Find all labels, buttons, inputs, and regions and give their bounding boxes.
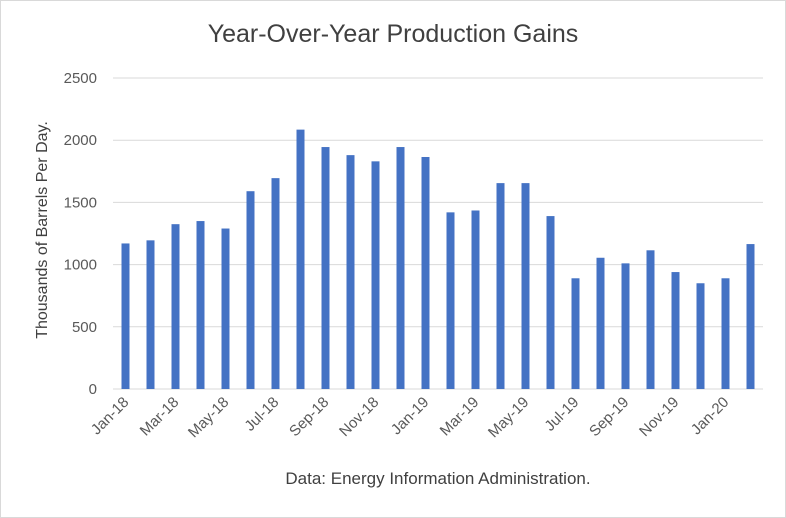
x-tick-label: Nov-19 xyxy=(636,394,682,440)
bar-Jan-18 xyxy=(121,243,130,389)
y-tick-label: 0 xyxy=(89,381,97,398)
x-tick-label: Jul-18 xyxy=(241,394,282,435)
bar-Apr-18 xyxy=(196,221,205,389)
y-tick-label: 2000 xyxy=(64,132,97,149)
chart-title: Year-Over-Year Production Gains xyxy=(207,20,579,48)
bar-Feb-18 xyxy=(146,240,155,389)
y-tick-label: 1000 xyxy=(64,257,97,274)
x-tick-label: Jul-19 xyxy=(541,394,582,435)
y-tick-label: 1500 xyxy=(64,194,97,211)
x-tick-label: Nov-18 xyxy=(336,394,382,440)
bar-Sep-18 xyxy=(321,147,330,389)
bar-Aug-19 xyxy=(596,257,605,389)
x-tick-label: May-18 xyxy=(185,394,232,441)
bar-May-18 xyxy=(221,228,230,389)
bar-Nov-19 xyxy=(671,272,680,389)
x-tick-label: Mar-18 xyxy=(137,394,183,440)
bar-Jul-19 xyxy=(571,278,580,389)
bar-Jun-19 xyxy=(546,216,555,389)
bar-Jan-19 xyxy=(421,156,430,389)
bar-Nov-18 xyxy=(371,161,380,389)
bar-Sep-19 xyxy=(621,263,630,389)
bar-Feb-19 xyxy=(446,212,455,389)
bar-Jan-20 xyxy=(721,278,730,389)
bar-Oct-19 xyxy=(646,250,655,389)
y-tick-label: 500 xyxy=(72,319,97,336)
y-tick-label: 2500 xyxy=(64,70,97,87)
bar-Dec-19 xyxy=(696,283,705,389)
y-axis-label: Thousands of Barrels Per Day. xyxy=(34,121,51,339)
bar-Aug-18 xyxy=(296,129,305,389)
source-note: Data: Energy Information Administration. xyxy=(285,469,591,488)
bar-Feb-20 xyxy=(746,244,755,389)
x-tick-label: Sep-18 xyxy=(286,394,332,440)
bar-Mar-19 xyxy=(471,210,480,389)
bar-Jun-18 xyxy=(246,191,255,389)
bar-Apr-19 xyxy=(496,183,505,389)
x-tick-label: Jan-18 xyxy=(88,394,132,438)
bar-Oct-18 xyxy=(346,155,355,389)
x-tick-label: May-19 xyxy=(485,394,532,441)
x-tick-label: Sep-19 xyxy=(586,394,632,440)
x-tick-label: Jan-20 xyxy=(688,394,732,438)
x-tick-label: Jan-19 xyxy=(388,394,432,438)
bar-Jul-18 xyxy=(271,178,280,389)
bar-Dec-18 xyxy=(396,147,405,389)
x-tick-label: Mar-19 xyxy=(437,394,483,440)
bar-May-19 xyxy=(521,183,530,389)
bar-Mar-18 xyxy=(171,224,180,389)
